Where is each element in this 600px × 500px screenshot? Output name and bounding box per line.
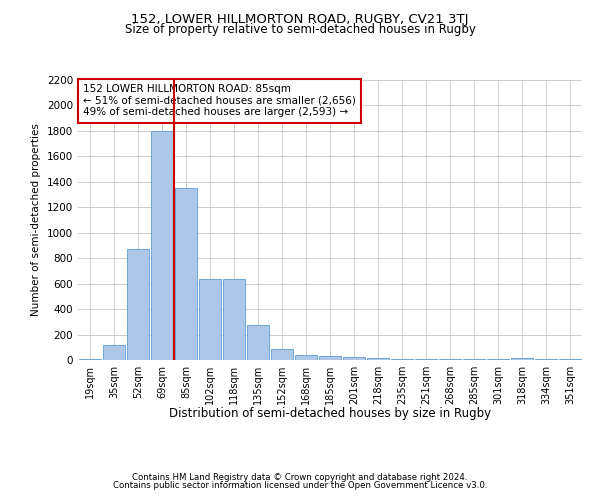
- Bar: [511, 358, 533, 360]
- Bar: [271, 348, 293, 360]
- Bar: [247, 325, 269, 360]
- Text: Contains public sector information licensed under the Open Government Licence v3: Contains public sector information licen…: [113, 481, 487, 490]
- Bar: [175, 188, 197, 360]
- Text: Distribution of semi-detached houses by size in Rugby: Distribution of semi-detached houses by …: [169, 408, 491, 420]
- Bar: [367, 358, 389, 360]
- Text: 152 LOWER HILLMORTON ROAD: 85sqm
← 51% of semi-detached houses are smaller (2,65: 152 LOWER HILLMORTON ROAD: 85sqm ← 51% o…: [83, 84, 356, 117]
- Bar: [295, 354, 317, 360]
- Bar: [223, 278, 245, 360]
- Bar: [343, 358, 365, 360]
- Bar: [79, 358, 101, 360]
- Text: 152, LOWER HILLMORTON ROAD, RUGBY, CV21 3TJ: 152, LOWER HILLMORTON ROAD, RUGBY, CV21 …: [131, 12, 469, 26]
- Bar: [319, 356, 341, 360]
- Bar: [127, 250, 149, 360]
- Bar: [199, 278, 221, 360]
- Y-axis label: Number of semi-detached properties: Number of semi-detached properties: [31, 124, 41, 316]
- Bar: [151, 131, 173, 360]
- Bar: [103, 344, 125, 360]
- Text: Contains HM Land Registry data © Crown copyright and database right 2024.: Contains HM Land Registry data © Crown c…: [132, 472, 468, 482]
- Text: Size of property relative to semi-detached houses in Rugby: Size of property relative to semi-detach…: [125, 22, 475, 36]
